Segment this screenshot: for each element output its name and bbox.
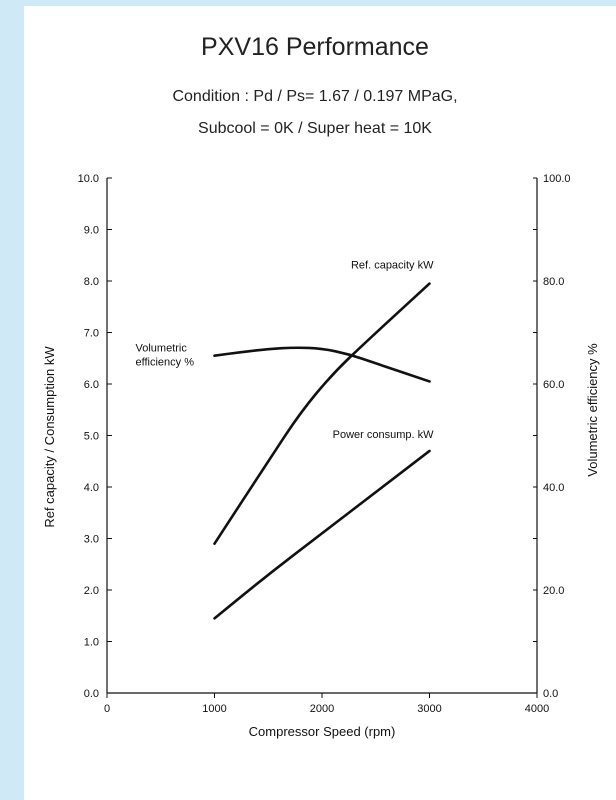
- x-tick-label: 4000: [525, 703, 549, 715]
- series-lines: [213, 282, 431, 620]
- y-left-tick-label: 1.0: [84, 637, 99, 649]
- y-left-tick-label: 6.0: [84, 379, 99, 391]
- x-tick-label: 1000: [202, 703, 226, 715]
- y-right-tick-label: 0.0: [543, 688, 558, 700]
- chart-subtitle-line-1: Condition : Pd / Ps= 1.67 / 0.197 MPaG,: [172, 88, 457, 105]
- y-left-tick-label: 5.0: [84, 431, 99, 443]
- y-left-tick-label: 0.0: [84, 688, 99, 700]
- x-axis-ticks: 0 1000 2000 3000 4000: [104, 693, 549, 715]
- x-tick-label: 0: [104, 703, 110, 715]
- series-line-volumetric-efficiency: [213, 346, 431, 383]
- series-line-power-consump-kw: [213, 449, 431, 620]
- y-right-tick-label: 100.0: [543, 173, 571, 185]
- y-right-axis-label: Volumetric efficiency %: [585, 343, 600, 477]
- y-right-axis-ticks: 0.0 20.0 40.0 60.0 80.0 100.0: [533, 173, 571, 700]
- y-right-tick-label: 60.0: [543, 379, 564, 391]
- y-left-tick-label: 7.0: [84, 328, 99, 340]
- y-left-tick-label: 10.0: [78, 173, 99, 185]
- top-border-band: [0, 0, 616, 6]
- x-tick-label: 2000: [310, 703, 334, 715]
- y-left-tick-label: 2.0: [84, 585, 99, 597]
- y-left-axis-ticks: 0.0 1.0 2.0 3.0 4.0 5.0 6.0 7.0 8.0 9.0 10.0: [78, 173, 112, 700]
- y-left-axis-label: Ref capacity / Consumption kW: [42, 346, 57, 528]
- annotation-volumetric-efficiency: efficiency %: [136, 357, 195, 369]
- chart-card: [24, 6, 616, 800]
- y-left-tick-label: 9.0: [84, 225, 99, 237]
- annotation-power-consump-kw: Power consump. kW: [333, 429, 434, 441]
- x-axis-label: Compressor Speed (rpm): [249, 724, 396, 739]
- chart-title: PXV16 Performance: [201, 33, 429, 61]
- y-left-tick-label: 8.0: [84, 276, 99, 288]
- left-border-band: [0, 0, 24, 800]
- plot-frame: [106, 178, 538, 694]
- x-tick-label: 3000: [417, 703, 441, 715]
- annotation-ref-capacity-kw: Ref. capacity kW: [351, 260, 434, 272]
- y-left-tick-label: 4.0: [84, 482, 99, 494]
- series-annotations: Ref. capacity kW Volumetric efficiency % Po…: [136, 260, 435, 441]
- y-left-tick-label: 3.0: [84, 534, 99, 546]
- y-right-tick-label: 40.0: [543, 482, 564, 494]
- chart-subtitle-line-2: Subcool = 0K / Super heat = 10K: [198, 120, 432, 137]
- y-right-tick-label: 20.0: [543, 585, 564, 597]
- annotation-volumetric-efficiency: Volumetric: [136, 343, 188, 355]
- series-line-ref-capacity-kw: [213, 282, 431, 545]
- y-right-tick-label: 80.0: [543, 276, 564, 288]
